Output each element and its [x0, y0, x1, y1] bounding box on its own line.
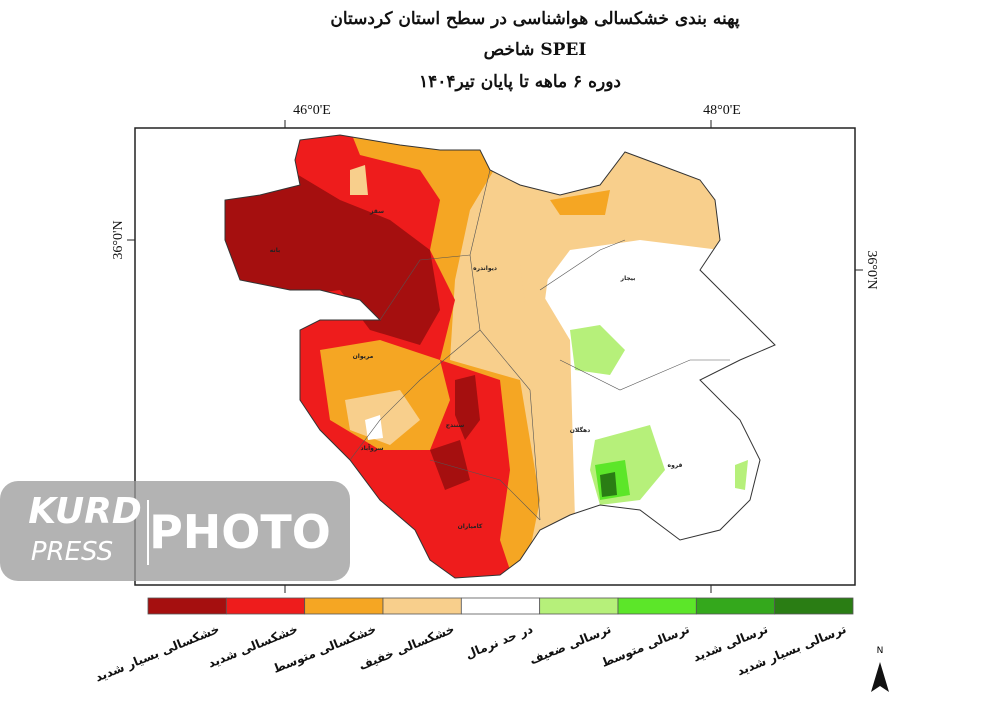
watermark-brand: PRESS — [31, 537, 113, 567]
north-label: N — [877, 646, 884, 656]
legend-swatch — [774, 597, 854, 615]
lon-label: 46°0'E — [293, 103, 331, 118]
lat-label: 36°0'N — [864, 250, 879, 289]
legend-swatch — [147, 597, 227, 615]
city: مریوان — [353, 353, 374, 360]
legend-swatch — [304, 597, 384, 615]
city: سنندج — [446, 422, 465, 429]
legend-swatch — [225, 597, 306, 615]
lon-label: 48°0'E — [703, 103, 741, 118]
county-borders — [224, 134, 776, 579]
legend-label: در حد نرمال — [463, 622, 534, 662]
watermark-word: PHOTO — [149, 505, 331, 559]
city: بیجار — [620, 275, 636, 282]
period: دوره ۶ ماهه تا پایان تیر۱۴۰۴ — [419, 72, 621, 92]
city: دهگلان — [570, 426, 590, 434]
watermark-brand: KURD — [28, 491, 141, 532]
city-labels: سقز بانه دیواندره بیجار مریوان سنندج سرو… — [270, 208, 683, 530]
legend-label: ترسالی متوسط — [599, 622, 691, 671]
lat-label: 36°0'N — [111, 220, 126, 259]
city: سروآباد — [360, 443, 383, 452]
legend-swatch — [617, 597, 697, 615]
city: بانه — [270, 247, 280, 254]
legend-swatch — [460, 597, 541, 615]
legend-swatch — [382, 597, 462, 615]
city: سقز — [369, 208, 384, 215]
city: قروه — [668, 462, 683, 469]
city: کامیاران — [458, 523, 483, 530]
legend-swatch — [539, 597, 619, 615]
city: دیواندره — [473, 265, 497, 272]
title: پهنه بندی خشکسالی هواشناسی در سطح استان … — [330, 9, 740, 29]
north-arrow: N — [871, 646, 889, 692]
subtitle: شاخص SPEI — [484, 40, 587, 60]
legend-swatch — [695, 597, 776, 615]
legend-label: خشکسالی بسیار شدید — [93, 622, 221, 685]
watermark: KURD PRESS PHOTO — [0, 481, 350, 581]
